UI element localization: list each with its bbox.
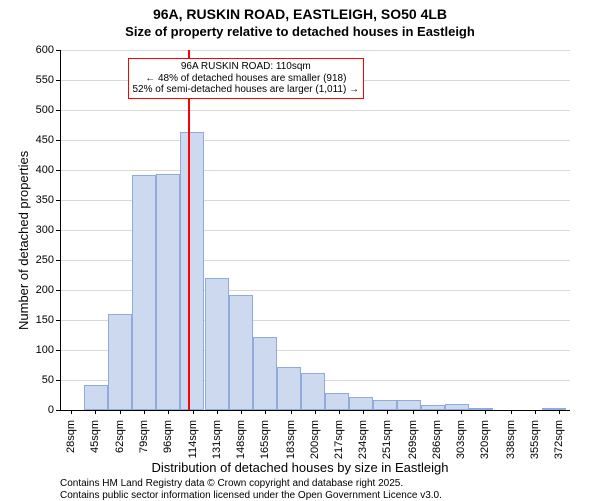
x-tick-label: 148sqm [235, 416, 247, 459]
histogram-bar [397, 400, 421, 410]
x-tick-label: 251sqm [381, 416, 393, 459]
x-tick-label: 114sqm [187, 416, 199, 458]
x-tick-label: 45sqm [89, 416, 101, 453]
x-tick-label: 165sqm [259, 416, 271, 459]
footer-line-2: Contains public sector information licen… [60, 490, 442, 501]
histogram-bar [180, 132, 204, 410]
histogram-bar [325, 393, 349, 410]
histogram-bar [373, 400, 397, 410]
histogram-bar [132, 175, 156, 410]
x-tick-label: 131sqm [211, 416, 223, 459]
x-tick-label: 355sqm [529, 416, 541, 459]
y-axis-label: Number of detached properties [16, 151, 31, 330]
x-tick-label: 338sqm [505, 416, 517, 459]
gridline-h [60, 140, 570, 141]
chart-title: 96A, RUSKIN ROAD, EASTLEIGH, SO50 4LB [0, 6, 600, 22]
callout-line1: 96A RUSKIN ROAD: 110sqm [133, 61, 360, 73]
x-tick-label: 28sqm [65, 416, 77, 453]
gridline-h [60, 170, 570, 171]
chart-container: 96A, RUSKIN ROAD, EASTLEIGH, SO50 4LB Si… [0, 0, 600, 500]
x-tick-label: 286sqm [431, 416, 443, 459]
y-axis-line [60, 50, 61, 410]
x-axis-label: Distribution of detached houses by size … [0, 460, 600, 475]
footer-line-1: Contains HM Land Registry data © Crown c… [60, 478, 403, 489]
x-tick-label: 79sqm [138, 416, 150, 453]
x-tick-label: 200sqm [309, 416, 321, 459]
x-tick-label: 320sqm [479, 416, 491, 459]
x-axis-line [60, 410, 570, 411]
gridline-h [60, 50, 570, 51]
histogram-bar [229, 295, 253, 410]
callout-box: 96A RUSKIN ROAD: 110sqm ← 48% of detache… [128, 58, 365, 99]
callout-line2: ← 48% of detached houses are smaller (91… [133, 73, 360, 85]
histogram-bar [205, 278, 229, 410]
x-tick-label: 183sqm [285, 416, 297, 459]
x-tick-label: 62sqm [114, 416, 126, 453]
histogram-bar [253, 337, 277, 410]
x-tick-label: 372sqm [553, 416, 565, 459]
x-tick-label: 234sqm [357, 416, 369, 459]
x-tick-label: 217sqm [333, 416, 345, 459]
chart-subtitle: Size of property relative to detached ho… [0, 24, 600, 39]
x-tick-label: 96sqm [162, 416, 174, 453]
plot-area: 05010015020025030035040045050055060028sq… [60, 50, 570, 410]
histogram-bar [156, 174, 180, 410]
marker-line [188, 50, 190, 410]
histogram-bar [277, 367, 301, 410]
histogram-bar [301, 373, 325, 410]
histogram-bar [84, 385, 108, 410]
x-tick-label: 303sqm [455, 416, 467, 459]
callout-line3: 52% of semi-detached houses are larger (… [133, 84, 360, 96]
histogram-bar [108, 314, 132, 410]
histogram-bar [349, 397, 373, 410]
x-tick-label: 269sqm [407, 416, 419, 459]
gridline-h [60, 110, 570, 111]
